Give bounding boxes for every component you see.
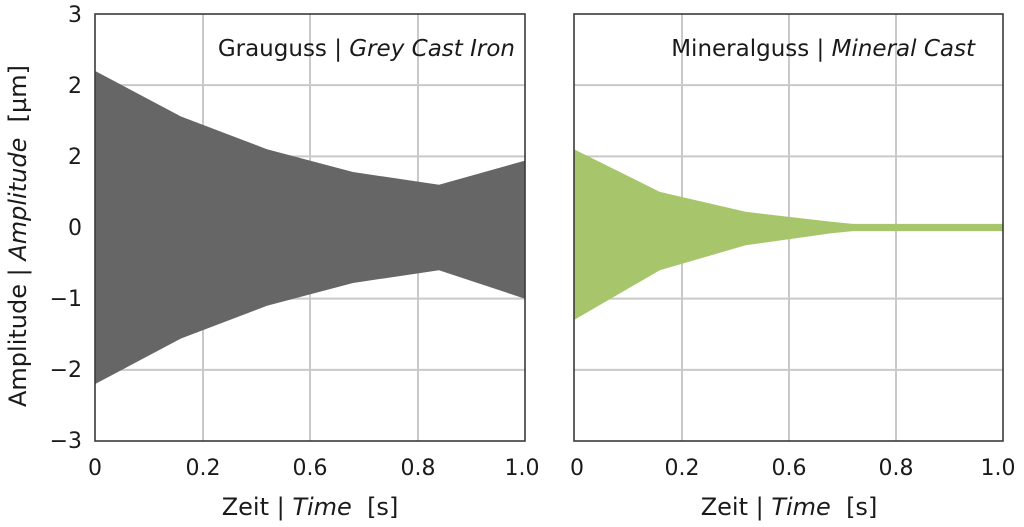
plot-frame-right xyxy=(573,13,1004,442)
x-tick-label: 1.0 xyxy=(505,456,540,481)
y-axis-title-unit: [µm] xyxy=(4,65,32,138)
x-axis-title-left: Zeit | Time [s] xyxy=(222,493,399,521)
x-tick-label: 0.6 xyxy=(293,456,328,481)
y-axis-title: Amplitude | Amplitude [µm] xyxy=(4,65,32,407)
panel-title-right-italic: Mineral Cast xyxy=(832,36,976,62)
panel-title-left: Grauguss | Grey Cast Iron xyxy=(218,36,515,62)
panel-title-right: Mineralguss | Mineral Cast xyxy=(671,36,976,62)
y-tick-label: −3 xyxy=(50,429,82,454)
x-axis-title-italic: Time xyxy=(771,493,830,521)
x-axis-title-regular: Zeit | xyxy=(701,493,772,521)
y-tick-label: −2 xyxy=(50,358,82,383)
y-tick-label: 2 xyxy=(68,145,82,170)
x-tick-labels-left: 0 0.2 0.6 0.8 1.0 xyxy=(88,456,540,481)
panel-title-left-italic: Grey Cast Iron xyxy=(349,36,515,62)
mineral-cast-panel: Mineralguss | Mineral Cast xyxy=(573,13,1004,442)
x-tick-label: 0.2 xyxy=(665,456,700,481)
x-tick-label: 1.0 xyxy=(981,456,1016,481)
x-axis-title-unit: [s] xyxy=(352,493,399,521)
x-tick-label: 0.6 xyxy=(772,456,807,481)
x-axis-title-regular: Zeit | xyxy=(222,493,293,521)
x-tick-label: 0.8 xyxy=(879,456,914,481)
x-tick-labels-right: 0 0.2 0.6 0.8 1.0 xyxy=(570,456,1016,481)
y-axis-title-regular: Amplitude | xyxy=(4,261,32,407)
mineral-cast-amplitude-area xyxy=(574,149,1003,320)
y-axis-title-italic: Amplitude xyxy=(4,138,32,263)
x-axis-title-right: Zeit | Time [s] xyxy=(701,493,878,521)
y-tick-label: 3 xyxy=(68,3,82,28)
y-tick-label: 2 xyxy=(68,74,82,99)
x-axis-title-unit: [s] xyxy=(831,493,878,521)
panel-title-left-regular: Grauguss | xyxy=(218,36,349,62)
x-tick-label: 0.2 xyxy=(186,456,221,481)
x-tick-label: 0 xyxy=(88,456,102,481)
grey-cast-iron-panel: Grauguss | Grey Cast Iron xyxy=(94,13,526,442)
y-tick-labels: 3 2 2 0 −1 −2 −3 xyxy=(50,3,82,454)
x-tick-label: 0 xyxy=(570,456,584,481)
panel-title-right-regular: Mineralguss | xyxy=(671,36,831,62)
grey-cast-iron-amplitude-area xyxy=(95,70,525,385)
x-axis-title-italic: Time xyxy=(292,493,351,521)
x-tick-label: 0.8 xyxy=(401,456,436,481)
y-tick-label: 0 xyxy=(68,216,82,241)
plot-frame-left xyxy=(94,13,526,442)
y-tick-label: −1 xyxy=(50,287,82,312)
